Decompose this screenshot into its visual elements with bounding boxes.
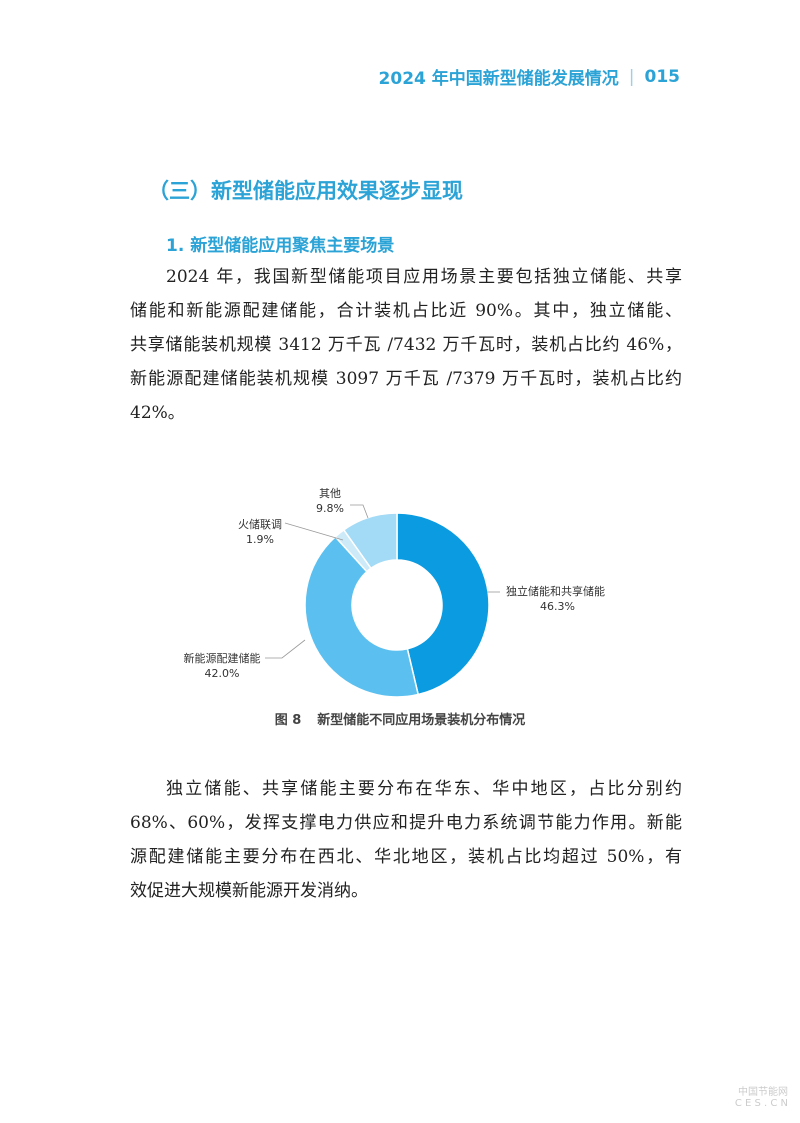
watermark-logo: 中国节能网 C E S . C N [734,1087,788,1109]
text-line: 68%、60%，发挥支撑电力供应和提升电力系统调节能力作用。新能 [130,813,682,833]
figure-title: 新型储能不同应用场景装机分布情况 [317,713,526,728]
slice-value-label: 1.9% [246,533,274,546]
leader-line [284,522,344,541]
slice-value-label: 42.0% [205,667,240,680]
slice-label: 独立储能和共享储能 [506,584,605,598]
slice-label: 新能源配建储能 [184,651,261,665]
text-line: 独立储能、共享储能主要分布在华东、华中地区，占比分别约 [166,779,682,799]
header-divider: | [628,66,635,87]
text-line: 2024 年，我国新型储能项目应用场景主要包括独立储能、共享 [166,267,682,287]
figure-caption: 图 8 新型储能不同应用场景装机分布情况 [0,709,800,728]
slice-value-label: 9.8% [316,502,344,515]
text-line: 新能源配建储能装机规模 3097 万千瓦 /7379 万千瓦时，装机占比约 [130,369,682,389]
leader-line [350,504,369,519]
text-line: 共享储能装机规模 3412 万千瓦 /7432 万千瓦时，装机占比约 46%， [130,335,682,355]
slice-label: 火储联调 [238,517,282,531]
text-line: 源配建储能主要分布在西北、华北地区，装机占比均超过 50%，有 [130,847,682,867]
slice-value-label: 46.3% [540,600,575,613]
paragraph-1: 2024 年，我国新型储能项目应用场景主要包括独立储能、共享储能和新能源配建储能… [130,260,682,430]
text-line: 42%。 [130,403,185,423]
donut-slice [396,512,490,696]
running-header: 2024 年中国新型储能发展情况 | 015 [378,64,681,90]
subsection-title: 1. 新型储能应用聚焦主要场景 [166,236,395,256]
slice-label: 其他 [319,487,341,500]
paragraph-2: 独立储能、共享储能主要分布在华东、华中地区，占比分别约 68%、60%，发挥支撑电… [130,772,682,908]
header-title: 2024 年中国新型储能发展情况 [378,69,619,89]
text-line: 储能和新能源配建储能，合计装机占比近 90%。其中，独立储能、 [130,301,682,321]
donut-slice [342,512,398,570]
leader-line [265,639,306,659]
text-line: 效促进大规模新能源开发消纳。 [130,881,368,901]
section-title: （三）新型储能应用效果逐步显现 [148,179,463,203]
donut-slice [304,535,420,698]
page-number: 015 [644,66,681,87]
figure-label: 图 8 [274,713,302,728]
